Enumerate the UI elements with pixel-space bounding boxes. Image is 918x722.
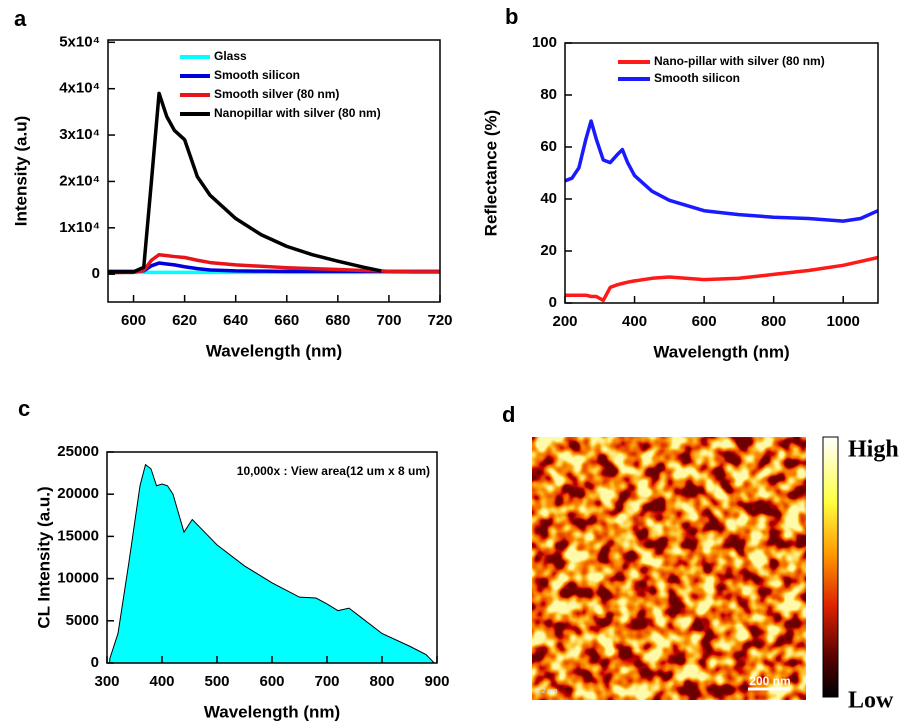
x-axis-label: Wavelength (nm) [653, 342, 789, 361]
y-tick-label: 3x10⁴ [59, 126, 100, 143]
plot-frame [107, 39, 441, 303]
x-tick-label: 1000 [827, 313, 860, 330]
colorbar-low: Low [848, 688, 894, 714]
y-tick-label: 25000 [57, 443, 99, 460]
legend-label: Nano-pillar with silver (80 nm) [654, 54, 825, 68]
y-tick-label: 60 [540, 138, 557, 155]
x-tick-label: 600 [259, 673, 284, 690]
legend-label: Smooth silver (80 nm) [214, 87, 339, 101]
panel-label: d [502, 402, 515, 427]
y-tick-label: 0 [549, 294, 557, 311]
series-line [565, 255, 879, 303]
panel-label: b [505, 4, 518, 29]
y-tick-label: 100 [532, 34, 557, 51]
legend-label: Glass [214, 49, 247, 63]
y-tick-label: 5x10⁴ [59, 33, 100, 50]
scale-bar-label: 200 nm [749, 674, 790, 688]
x-axis-label: Wavelength (nm) [206, 341, 342, 360]
x-tick-label: 500 [204, 673, 229, 690]
x-tick-label: 700 [314, 673, 339, 690]
panel-label: a [14, 6, 27, 31]
y-tick-label: 20000 [57, 485, 99, 502]
plot-frame [564, 42, 879, 304]
afm-panel: d 200 nm 0.2 um High Low [502, 402, 899, 714]
y-tick-label: 0 [91, 654, 99, 671]
y-tick-label: 4x10⁴ [59, 80, 100, 97]
x-tick-label: 640 [223, 312, 248, 329]
x-tick-label: 680 [325, 312, 350, 329]
x-tick-label: 300 [94, 673, 119, 690]
x-tick-label: 600 [121, 312, 146, 329]
y-tick-label: 5000 [66, 612, 99, 629]
colorbar-high: High [848, 437, 899, 463]
corner-scale: 0.2 um [536, 688, 558, 695]
x-tick-label: 620 [172, 312, 197, 329]
x-tick-label: 720 [427, 312, 452, 329]
x-tick-label: 660 [274, 312, 299, 329]
x-axis-label: Wavelength (nm) [204, 702, 340, 721]
y-tick-label: 20 [540, 242, 557, 259]
x-tick-label: 800 [761, 313, 786, 330]
y-axis-label: CL Intensity (a.u.) [34, 486, 53, 628]
y-tick-label: 10000 [57, 570, 99, 587]
legend-label: Smooth silicon [654, 71, 740, 85]
y-axis-label: Intensity (a.u) [11, 116, 30, 227]
y-tick-label: 40 [540, 190, 557, 207]
afm-image [532, 437, 806, 700]
y-tick-label: 2x10⁴ [59, 172, 100, 189]
y-tick-label: 80 [540, 86, 557, 103]
area [109, 463, 436, 664]
y-tick-label: 0 [92, 265, 100, 282]
series-line [108, 91, 382, 274]
x-tick-label: 200 [552, 313, 577, 330]
y-axis-label: Reflectance (%) [481, 110, 500, 237]
legend-label: Smooth silicon [214, 68, 300, 82]
legend-label: Nanopillar with silver (80 nm) [214, 106, 381, 120]
x-tick-label: 600 [692, 313, 717, 330]
y-tick-label: 1x10⁴ [59, 219, 100, 236]
series-line [564, 119, 879, 223]
x-tick-label: 800 [369, 673, 394, 690]
annotation: 10,000x : View area(12 um x 8 um) [237, 464, 430, 478]
panel-label: c [18, 396, 30, 421]
y-tick-label: 15000 [57, 527, 99, 544]
x-tick-label: 400 [149, 673, 174, 690]
x-tick-label: 400 [622, 313, 647, 330]
x-tick-label: 700 [376, 312, 401, 329]
colorbar [822, 436, 839, 698]
x-tick-label: 900 [424, 673, 449, 690]
